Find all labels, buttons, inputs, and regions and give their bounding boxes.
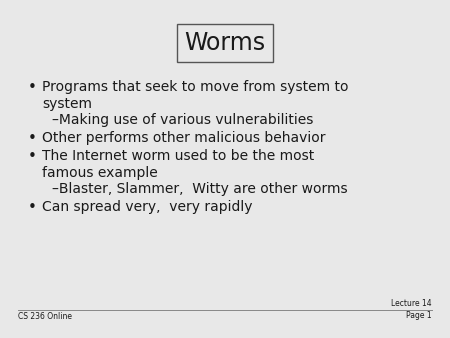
Text: Other performs other malicious behavior: Other performs other malicious behavior: [42, 131, 325, 145]
Text: Programs that seek to move from system to
system: Programs that seek to move from system t…: [42, 80, 348, 111]
Text: CS 236 Online: CS 236 Online: [18, 312, 72, 321]
Text: Can spread very,  very rapidly: Can spread very, very rapidly: [42, 200, 252, 214]
Text: •: •: [28, 200, 37, 215]
Text: –Making use of various vulnerabilities: –Making use of various vulnerabilities: [52, 113, 313, 127]
Text: –Blaster, Slammer,  Witty are other worms: –Blaster, Slammer, Witty are other worms: [52, 182, 347, 196]
Text: •: •: [28, 80, 37, 95]
Text: The Internet worm used to be the most
famous example: The Internet worm used to be the most fa…: [42, 149, 314, 180]
Text: Lecture 14: Lecture 14: [392, 299, 432, 308]
Text: •: •: [28, 149, 37, 164]
Text: Page 1: Page 1: [406, 311, 432, 320]
Text: •: •: [28, 131, 37, 146]
Text: Worms: Worms: [184, 31, 266, 55]
